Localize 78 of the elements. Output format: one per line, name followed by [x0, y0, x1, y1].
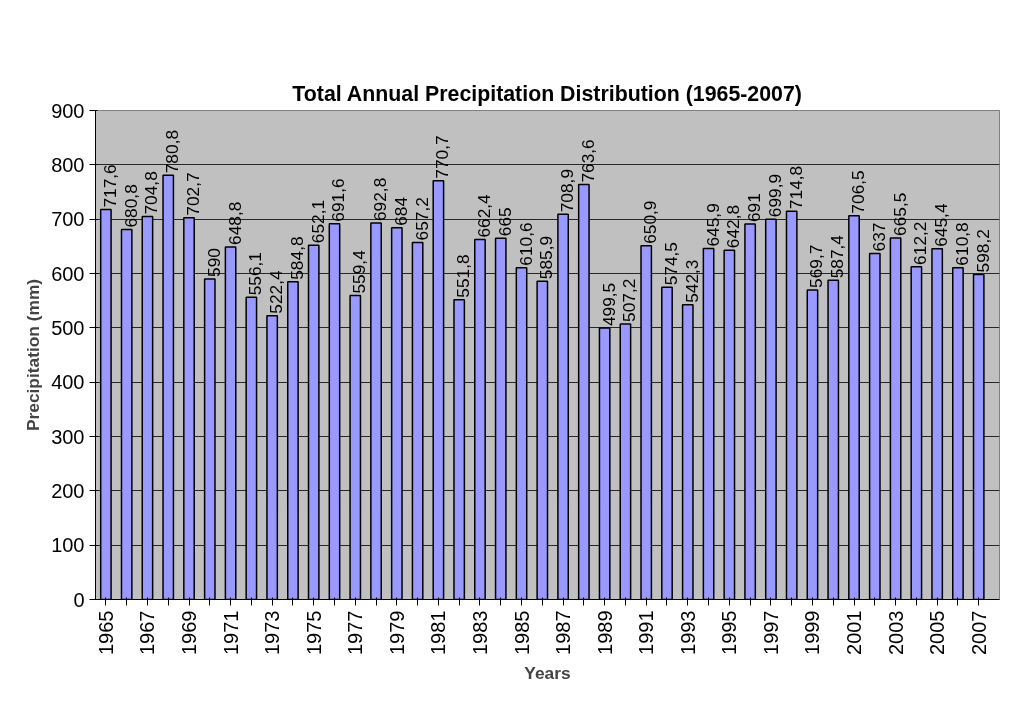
x-tick-label: 1985	[510, 610, 533, 655]
data-label: 650,9	[640, 200, 661, 244]
x-tick-label: 2003	[884, 610, 907, 655]
x-tick-label: 1971	[219, 610, 242, 655]
y-tick-label: 300	[51, 425, 85, 448]
x-tick-label: 1987	[552, 610, 575, 655]
data-label: 642,8	[723, 204, 744, 249]
data-label: 780,8	[162, 129, 183, 174]
data-label: 692,8	[370, 177, 391, 222]
data-label: 574,5	[660, 241, 681, 286]
x-tick-label: 1973	[261, 610, 284, 655]
x-tick-label: 1995	[718, 610, 741, 655]
data-label: 610,6	[515, 222, 536, 266]
x-tick-label: 1975	[302, 610, 325, 655]
data-label: 691	[744, 193, 765, 223]
data-label: 680,8	[120, 184, 141, 228]
data-label: 585,9	[536, 235, 557, 280]
data-label: 645,4	[931, 203, 952, 247]
x-tick-label: 1965	[94, 610, 117, 655]
data-label: 704,8	[141, 171, 162, 215]
data-label: 662,4	[473, 193, 494, 238]
y-tick-label: 500	[51, 316, 85, 339]
data-label: 569,7	[806, 244, 827, 288]
data-label: 702,7	[183, 172, 204, 216]
x-tick-label: 2001	[843, 610, 866, 655]
x-tick-label: 1981	[427, 610, 450, 655]
data-label: 714,8	[785, 165, 806, 210]
data-label: 691,6	[328, 178, 349, 222]
data-label: 706,5	[848, 170, 869, 214]
data-label: 717,6	[99, 164, 120, 208]
y-tick-label: 100	[51, 534, 85, 557]
data-label: 507,2	[619, 278, 640, 322]
data-label: 657,2	[411, 197, 432, 241]
x-tick-label: 1997	[759, 610, 782, 655]
data-label: 684	[390, 196, 411, 226]
data-label: 699,9	[764, 173, 785, 218]
y-tick-label: 0	[73, 588, 85, 611]
y-tick-label: 600	[51, 262, 85, 285]
data-label: 522,4	[266, 269, 287, 314]
y-axis-title: Precipitation (mm)	[23, 278, 44, 432]
data-label: 610,8	[951, 222, 972, 266]
data-label: 763,6	[577, 139, 598, 183]
data-label: 645,9	[702, 203, 723, 247]
data-label: 708,9	[557, 168, 578, 213]
data-label: 665	[494, 207, 515, 237]
y-tick-label: 200	[51, 479, 85, 502]
y-tick-label: 400	[51, 371, 85, 394]
x-tick-label: 1977	[344, 610, 367, 655]
data-label: 584,8	[286, 236, 307, 280]
data-label: 770,7	[432, 135, 453, 179]
x-tick-label: 1969	[178, 610, 201, 655]
x-tick-label: 1979	[385, 610, 408, 655]
data-label: 499,5	[598, 282, 619, 327]
data-label: 559,4	[349, 249, 370, 294]
x-tick-label: 1967	[136, 610, 159, 655]
y-tick-label: 900	[51, 99, 85, 122]
data-label: 665,5	[889, 192, 910, 236]
data-label: 652,1	[307, 199, 328, 244]
data-label: 556,1	[245, 251, 266, 296]
data-label: 637	[868, 222, 889, 252]
data-label: 551,8	[453, 254, 474, 298]
chart-title: Total Annual Precipitation Distribution (1965-2007)	[292, 81, 802, 106]
data-label: 612,2	[910, 221, 931, 265]
data-label: 648,8	[224, 201, 245, 245]
data-label: 590	[203, 248, 224, 277]
x-tick-label: 2005	[926, 610, 949, 655]
y-tick-label: 700	[51, 208, 85, 231]
y-tick-label: 800	[51, 153, 85, 176]
x-tick-label: 1999	[801, 610, 824, 655]
data-label: 598,2	[972, 229, 993, 273]
data-label: 587,4	[827, 234, 848, 279]
data-label: 542,3	[681, 259, 702, 303]
x-tick-label: 1991	[635, 610, 658, 655]
x-axis-title: Years	[524, 662, 571, 683]
x-tick-label: 1989	[593, 610, 616, 655]
x-tick-label: 1983	[468, 610, 491, 655]
x-tick-label: 1993	[676, 610, 699, 655]
x-tick-label: 2007	[967, 610, 990, 655]
